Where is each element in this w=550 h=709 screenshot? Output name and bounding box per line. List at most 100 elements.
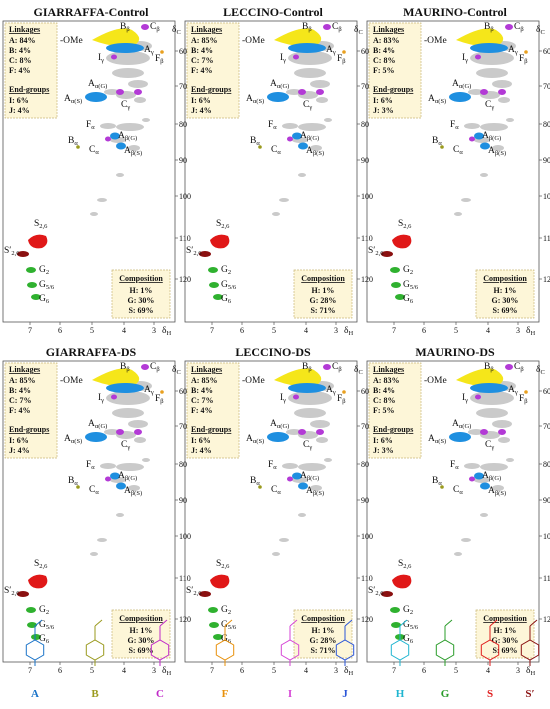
f-alpha-label: Fα: [450, 460, 459, 471]
y-tick-label: 60: [543, 47, 550, 56]
ome-peak: [456, 368, 504, 387]
a-alpha-s-label: Aα(S): [428, 434, 446, 445]
x-tick-label: 3: [334, 666, 338, 675]
structure-s: S: [480, 619, 500, 700]
s26-prime-peak: [17, 591, 29, 597]
structure-label: F: [222, 688, 229, 700]
plot-frame: [184, 360, 358, 663]
g56-label: G5/6: [39, 620, 55, 631]
c-gamma-label: Cγ: [303, 100, 312, 111]
a-beta-s-label: Aβ(S): [124, 486, 142, 497]
background-peak: [106, 51, 150, 65]
y-tick-label: 70: [179, 422, 187, 431]
aromatic-ring: [25, 639, 45, 661]
a-gamma-label: Aγ: [144, 45, 154, 56]
s26-label: S2,6: [34, 559, 48, 570]
background-peak: [128, 420, 148, 428]
ome-label: -OMe: [60, 36, 83, 46]
g2-peak: [390, 607, 400, 613]
c-alpha-peak: [469, 136, 475, 142]
s26-prime-label: S′2,6: [186, 246, 202, 257]
g2-label: G2: [39, 265, 49, 276]
i-gamma-peak: [475, 394, 481, 400]
y-tick-label: 110: [543, 234, 550, 243]
background-peak: [288, 51, 332, 65]
a-gamma-peak: [106, 383, 144, 393]
composition-value: S: 71%: [310, 306, 335, 315]
y-tick-label: 90: [543, 156, 550, 165]
s26-prime-peak: [199, 251, 211, 257]
ome-peak: [92, 28, 140, 47]
a-gamma-label: Aγ: [508, 45, 518, 56]
a-alpha-s-peak: [85, 92, 107, 102]
f-beta-peak: [524, 390, 528, 394]
i-gamma-label: Iγ: [98, 393, 104, 404]
composition-title: Composition: [483, 614, 527, 623]
panel-title: GIARRAFFA-Control: [34, 5, 150, 19]
structure-label: J: [342, 688, 348, 700]
background-peak: [97, 538, 107, 542]
structure-s-prime: S′: [520, 619, 540, 700]
a-beta-g-peak: [110, 132, 120, 140]
composition-title: Composition: [301, 274, 345, 283]
y-tick-label: 60: [361, 47, 369, 56]
background-peak: [492, 485, 504, 491]
linkage-value: B: 4%: [373, 46, 395, 55]
panel-title: LECCINO-DS: [235, 345, 311, 359]
linkages-title: Linkages: [9, 25, 40, 34]
c-alpha-label: Cα: [453, 485, 463, 496]
background-peak: [310, 485, 322, 491]
endgroups-title: End-groups: [191, 425, 231, 434]
a-beta-g-label: Aβ(G): [118, 471, 137, 482]
g6-label: G6: [403, 294, 414, 305]
ome-peak: [92, 368, 140, 387]
background-peak: [316, 97, 328, 103]
background-peak: [112, 408, 144, 418]
a-alpha-s-peak: [267, 432, 289, 442]
s26-prime-label: S′2,6: [368, 586, 384, 597]
x-tick-label: 7: [392, 666, 396, 675]
background-peak: [454, 552, 462, 556]
c-alpha-label: Cα: [89, 145, 99, 156]
c-gamma-label: Cγ: [303, 440, 312, 451]
linkage-value: F: 4%: [9, 66, 31, 75]
c-beta-peak: [505, 24, 513, 30]
f-beta-peak: [342, 390, 346, 394]
a-gamma-peak: [106, 43, 144, 53]
a-alpha-g-label: Aα(G): [270, 419, 289, 430]
background-peak: [116, 123, 144, 131]
composition-value: G: 30%: [128, 636, 155, 645]
x-tick-label: 4: [304, 666, 308, 675]
a-beta-s-label: Aβ(S): [124, 146, 142, 157]
side-chain: [529, 619, 538, 627]
endgroup-value: I: 6%: [191, 96, 211, 105]
b-alpha-label: Bα: [68, 476, 78, 487]
aromatic-ring: [435, 639, 455, 661]
side-chain: [34, 619, 43, 627]
a-beta-s-label: Aβ(S): [488, 146, 506, 157]
a-alpha-g-label: Aα(G): [270, 79, 289, 90]
side-chain: [224, 619, 233, 627]
c-gamma-label: Cγ: [121, 100, 130, 111]
background-peak: [476, 408, 508, 418]
panel-title: MAURINO-DS: [415, 345, 495, 359]
s26-peak: [392, 234, 412, 249]
background-peak: [142, 118, 150, 122]
background-peak: [128, 485, 140, 491]
linkages-box: [4, 362, 58, 459]
composition-value: H: 1%: [494, 286, 517, 295]
i-gamma-label: Iγ: [462, 53, 468, 64]
c-alpha-peak: [287, 136, 293, 142]
y-axis-label: δC: [536, 365, 545, 376]
s26-peak: [28, 234, 48, 249]
g56-peak: [209, 622, 219, 628]
s26-label: S2,6: [216, 559, 230, 570]
b-beta-label: Bβ: [302, 362, 312, 373]
s26-peak: [392, 574, 412, 589]
background-peak: [104, 429, 120, 435]
structure-label: S: [487, 688, 493, 700]
composition-value: H: 1%: [130, 626, 153, 635]
g2-label: G2: [403, 265, 413, 276]
